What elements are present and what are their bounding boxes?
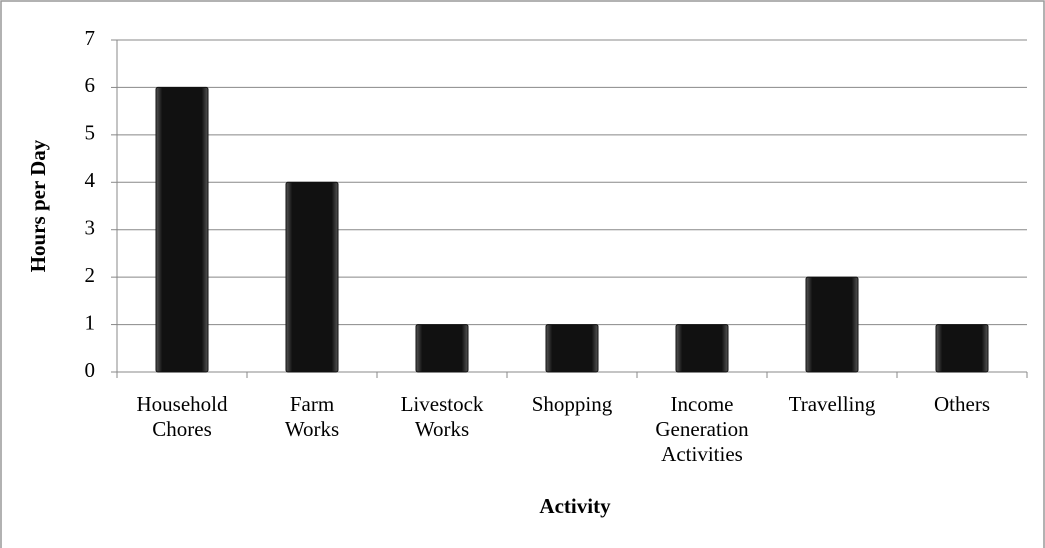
y-tick-label: 4 <box>85 168 96 192</box>
x-tick-label: Income Generation Activities <box>655 392 749 466</box>
bar <box>285 181 339 373</box>
y-tick-label: 3 <box>85 216 96 240</box>
x-tick-label: Others <box>934 392 990 416</box>
y-tick-label: 7 <box>85 26 96 50</box>
y-tick-label: 0 <box>85 358 96 382</box>
bar <box>545 324 599 373</box>
x-tick-label: Travelling <box>788 392 876 416</box>
x-tick-label: Farm Works <box>284 392 340 441</box>
bar <box>935 324 989 373</box>
bar <box>675 324 729 373</box>
bar <box>155 86 209 373</box>
y-tick-label: 6 <box>85 73 96 97</box>
bar <box>415 324 469 373</box>
y-tick-label: 1 <box>85 310 96 334</box>
x-tick-label: Shopping <box>531 392 613 416</box>
x-tick-label: Household Chores <box>136 392 228 441</box>
y-tick-label: 5 <box>85 121 96 145</box>
y-tick-label: 2 <box>85 263 96 287</box>
y-axis-title: Hours per Day <box>26 139 50 272</box>
bar <box>805 276 859 373</box>
x-tick-label: Livestock Works <box>400 392 484 441</box>
x-axis-title: Activity <box>539 494 611 518</box>
